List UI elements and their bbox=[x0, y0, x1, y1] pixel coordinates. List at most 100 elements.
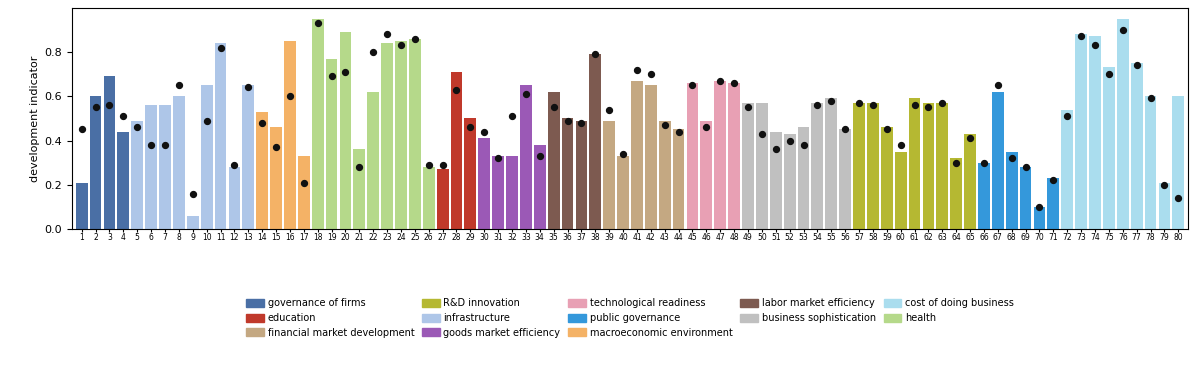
Bar bbox=[187, 216, 199, 229]
Bar bbox=[853, 103, 865, 229]
Point bbox=[752, 131, 772, 137]
Point bbox=[266, 144, 286, 150]
Point bbox=[72, 126, 91, 133]
Bar bbox=[437, 169, 449, 229]
Bar bbox=[422, 167, 434, 229]
Point bbox=[86, 104, 106, 110]
Bar bbox=[534, 145, 546, 229]
Bar bbox=[1048, 178, 1060, 229]
Bar bbox=[354, 149, 365, 229]
Bar bbox=[228, 167, 240, 229]
Point bbox=[766, 146, 785, 152]
Point bbox=[628, 66, 647, 73]
Bar bbox=[325, 58, 337, 229]
Bar bbox=[701, 121, 713, 229]
Point bbox=[822, 98, 841, 104]
Bar bbox=[1090, 36, 1100, 229]
Point bbox=[683, 82, 702, 88]
Bar bbox=[728, 83, 740, 229]
Point bbox=[1127, 62, 1146, 68]
Point bbox=[668, 129, 688, 135]
Bar bbox=[1075, 34, 1087, 229]
Point bbox=[142, 142, 161, 148]
Point bbox=[960, 135, 979, 141]
Point bbox=[308, 20, 328, 26]
Bar bbox=[340, 32, 352, 229]
Bar bbox=[464, 118, 476, 229]
Bar bbox=[145, 105, 157, 229]
Bar bbox=[284, 41, 296, 229]
Point bbox=[780, 138, 799, 144]
Bar bbox=[1020, 167, 1032, 229]
Bar bbox=[1033, 207, 1045, 229]
Bar bbox=[770, 132, 781, 229]
Bar bbox=[659, 121, 671, 229]
Bar bbox=[160, 105, 170, 229]
Point bbox=[156, 142, 175, 148]
Point bbox=[1154, 182, 1174, 188]
Point bbox=[558, 118, 577, 124]
Point bbox=[932, 100, 952, 106]
Bar bbox=[298, 156, 310, 229]
Bar bbox=[589, 54, 601, 229]
Point bbox=[725, 80, 744, 86]
Point bbox=[211, 44, 230, 50]
Bar bbox=[1130, 63, 1142, 229]
Point bbox=[100, 102, 119, 108]
Point bbox=[572, 120, 592, 126]
Point bbox=[433, 162, 452, 168]
Bar bbox=[992, 92, 1003, 229]
Point bbox=[378, 31, 397, 37]
Point bbox=[738, 104, 757, 110]
Point bbox=[600, 107, 619, 113]
Point bbox=[794, 142, 814, 148]
Point bbox=[641, 71, 660, 77]
Point bbox=[1057, 113, 1076, 119]
Point bbox=[419, 162, 438, 168]
Bar bbox=[798, 127, 810, 229]
Point bbox=[947, 160, 966, 166]
Bar bbox=[1172, 96, 1184, 229]
Point bbox=[1030, 204, 1049, 210]
Point bbox=[544, 104, 563, 110]
Bar bbox=[1145, 96, 1157, 229]
Point bbox=[1044, 177, 1063, 183]
Bar bbox=[131, 121, 143, 229]
Bar bbox=[686, 83, 698, 229]
Bar bbox=[604, 121, 616, 229]
Point bbox=[905, 102, 924, 108]
Point bbox=[1002, 155, 1021, 161]
Point bbox=[1114, 27, 1133, 33]
Point bbox=[239, 84, 258, 91]
Point bbox=[488, 155, 508, 161]
Bar bbox=[200, 85, 212, 229]
Bar bbox=[964, 134, 976, 229]
Point bbox=[989, 82, 1008, 88]
Bar bbox=[908, 99, 920, 229]
Bar bbox=[839, 129, 851, 229]
Point bbox=[530, 153, 550, 159]
Point bbox=[364, 49, 383, 55]
Point bbox=[391, 42, 410, 49]
Bar bbox=[367, 92, 379, 229]
Point bbox=[586, 51, 605, 57]
Point bbox=[114, 113, 133, 119]
Point bbox=[127, 124, 146, 130]
Bar bbox=[562, 118, 574, 229]
Bar bbox=[673, 129, 684, 229]
Point bbox=[294, 180, 313, 186]
Bar bbox=[868, 103, 878, 229]
Bar bbox=[312, 19, 324, 229]
Bar bbox=[506, 156, 518, 229]
Bar bbox=[881, 127, 893, 229]
Point bbox=[1016, 164, 1036, 170]
Point bbox=[197, 118, 216, 124]
Bar bbox=[895, 152, 906, 229]
Point bbox=[1169, 195, 1188, 201]
Point bbox=[252, 120, 271, 126]
Point bbox=[503, 113, 522, 119]
Point bbox=[655, 122, 674, 128]
Point bbox=[184, 191, 203, 197]
Bar bbox=[1061, 110, 1073, 229]
Point bbox=[224, 162, 244, 168]
